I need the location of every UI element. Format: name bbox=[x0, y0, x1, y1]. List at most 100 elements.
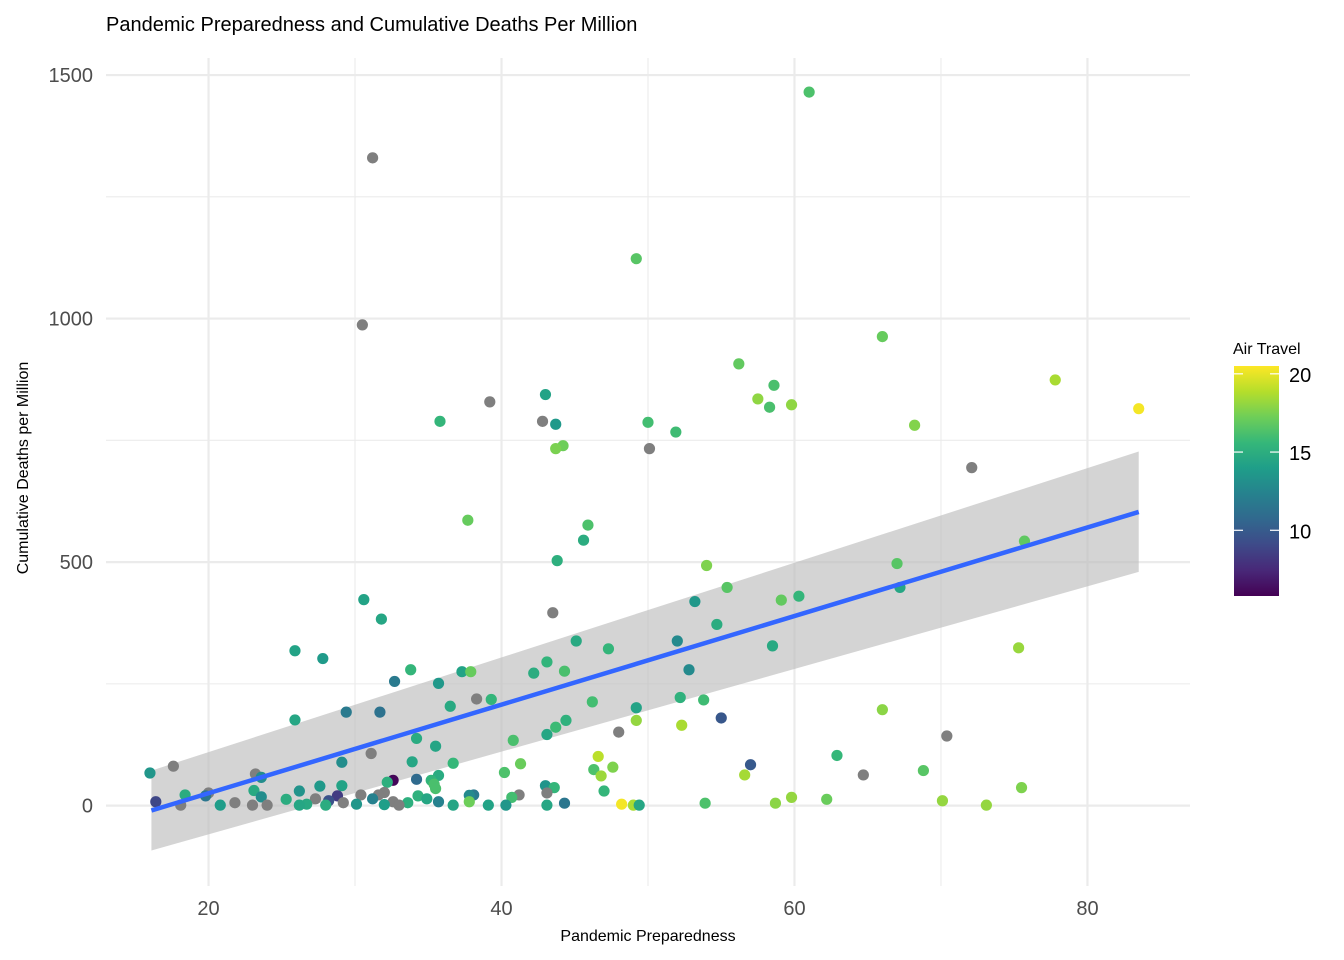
data-point bbox=[248, 784, 260, 797]
data-point bbox=[463, 796, 475, 808]
data-point bbox=[410, 732, 423, 745]
data-point bbox=[444, 700, 456, 712]
data-point bbox=[381, 776, 393, 788]
data-point bbox=[891, 557, 903, 570]
data-point bbox=[536, 415, 549, 427]
y-tick-label: 1000 bbox=[49, 309, 94, 331]
data-point bbox=[340, 706, 352, 718]
data-point bbox=[831, 749, 843, 762]
data-point bbox=[374, 706, 386, 718]
data-point bbox=[602, 643, 615, 655]
data-point bbox=[689, 595, 701, 608]
y-tick-label: 0 bbox=[82, 796, 93, 818]
data-point bbox=[551, 555, 563, 567]
data-point bbox=[550, 721, 562, 733]
data-point bbox=[699, 797, 711, 809]
data-point bbox=[456, 666, 468, 678]
data-point bbox=[560, 714, 572, 727]
data-point bbox=[447, 799, 459, 811]
data-point bbox=[676, 719, 688, 731]
data-point bbox=[144, 767, 156, 779]
data-point bbox=[674, 691, 686, 704]
legend-tick-label: 20 bbox=[1289, 365, 1311, 387]
data-point bbox=[514, 758, 527, 770]
data-point bbox=[643, 443, 656, 455]
data-point bbox=[393, 799, 405, 811]
confidence-band bbox=[151, 451, 1139, 851]
data-point bbox=[465, 666, 477, 678]
data-point bbox=[405, 664, 417, 676]
data-point bbox=[1049, 374, 1061, 386]
data-point bbox=[378, 799, 390, 811]
data-point bbox=[355, 789, 367, 801]
data-point bbox=[429, 782, 442, 795]
data-point bbox=[550, 418, 562, 430]
data-point bbox=[558, 665, 571, 677]
data-point bbox=[337, 797, 349, 809]
data-point bbox=[793, 590, 805, 602]
data-point bbox=[752, 393, 764, 405]
data-point bbox=[280, 793, 292, 805]
data-point bbox=[1013, 642, 1025, 654]
data-point bbox=[289, 714, 301, 726]
data-point bbox=[582, 519, 594, 531]
data-point bbox=[402, 797, 414, 809]
data-point bbox=[541, 799, 553, 811]
trend-line bbox=[150, 509, 1140, 813]
data-point bbox=[766, 640, 779, 652]
data-point bbox=[613, 726, 625, 738]
data-point bbox=[432, 677, 445, 689]
data-point bbox=[356, 319, 368, 331]
data-point bbox=[500, 799, 512, 811]
data-point bbox=[432, 796, 445, 808]
data-point bbox=[317, 652, 329, 665]
data-point bbox=[150, 796, 162, 808]
data-point bbox=[261, 799, 273, 811]
data-point bbox=[320, 799, 332, 811]
legend-tick-label: 15 bbox=[1289, 443, 1311, 465]
data-point bbox=[1015, 782, 1028, 794]
x-tick-label: 40 bbox=[490, 898, 512, 920]
data-point bbox=[447, 757, 459, 769]
data-point bbox=[498, 766, 511, 779]
confidence-band-layer bbox=[151, 451, 1139, 851]
data-point bbox=[768, 379, 780, 391]
legend-tick-label: 10 bbox=[1289, 521, 1311, 543]
data-point bbox=[484, 396, 496, 408]
data-point bbox=[462, 514, 474, 526]
data-point bbox=[167, 760, 179, 772]
data-point bbox=[711, 618, 723, 631]
data-point bbox=[506, 791, 518, 803]
y-tick-label: 1500 bbox=[49, 65, 94, 87]
data-point bbox=[936, 795, 949, 807]
data-point bbox=[857, 769, 869, 781]
data-point bbox=[642, 416, 654, 428]
data-point bbox=[577, 534, 590, 546]
data-point bbox=[429, 740, 442, 752]
data-point bbox=[336, 756, 348, 768]
data-point bbox=[367, 793, 379, 805]
data-point bbox=[966, 462, 978, 474]
data-point bbox=[550, 443, 562, 455]
chart-title: Pandemic Preparedness and Cumulative Dea… bbox=[106, 14, 637, 36]
data-point bbox=[586, 696, 598, 708]
data-point bbox=[541, 656, 553, 668]
data-point bbox=[616, 798, 628, 810]
data-point bbox=[314, 780, 326, 792]
x-axis-ticks: 20 40 60 80 bbox=[197, 898, 1098, 920]
data-point bbox=[821, 793, 833, 805]
data-point bbox=[485, 693, 497, 706]
trend-line-layer bbox=[150, 509, 1140, 813]
data-point bbox=[421, 793, 433, 805]
data-point bbox=[671, 635, 683, 647]
data-point bbox=[733, 358, 745, 370]
data-point bbox=[698, 694, 710, 706]
data-point bbox=[507, 734, 519, 746]
data-point bbox=[388, 675, 401, 688]
data-point bbox=[715, 712, 727, 724]
data-point bbox=[630, 702, 642, 714]
data-point bbox=[471, 693, 483, 705]
data-point bbox=[406, 756, 418, 768]
data-point bbox=[246, 799, 259, 811]
data-point bbox=[1133, 403, 1145, 415]
